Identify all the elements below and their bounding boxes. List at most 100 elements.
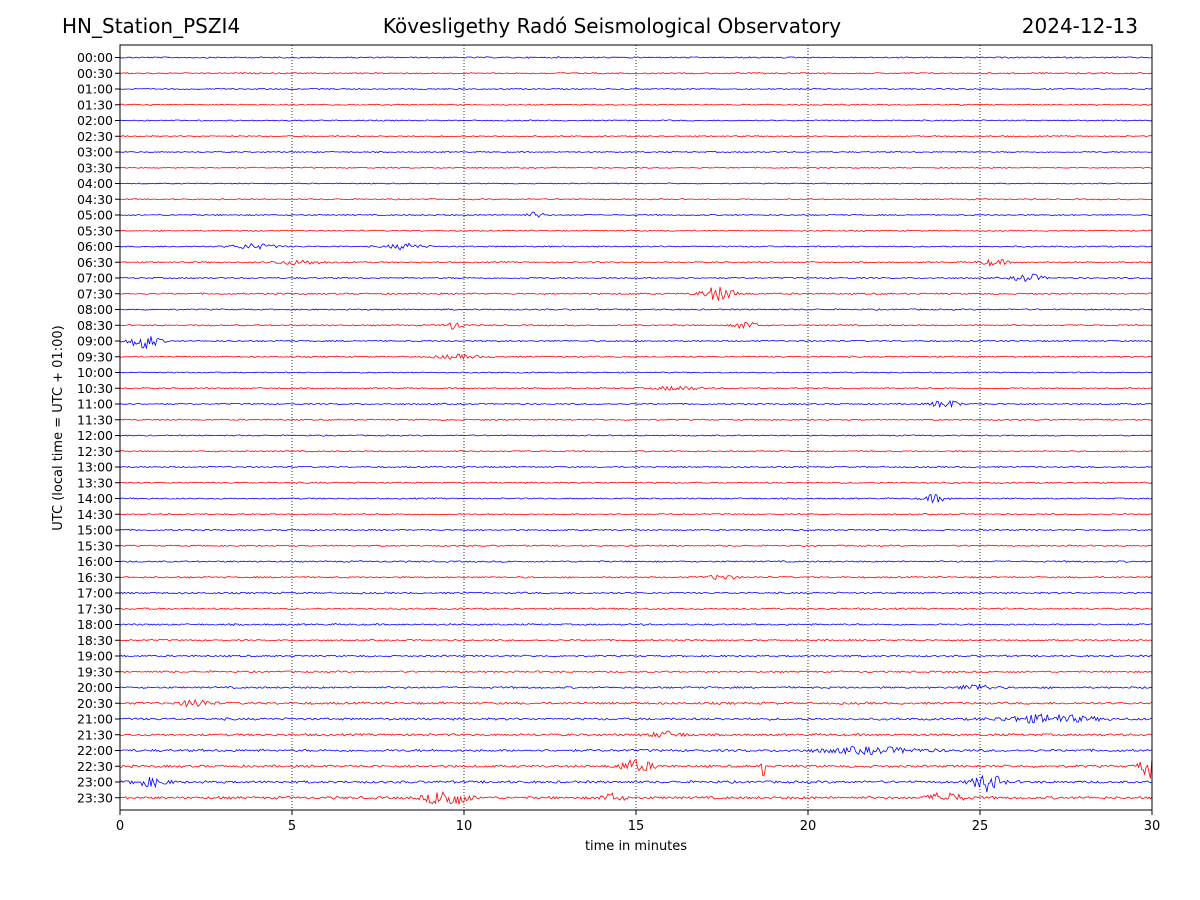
y-tick-label: 18:30: [77, 633, 113, 648]
y-axis-ticks: 00:0000:3001:0001:3002:0002:3003:0003:30…: [77, 50, 120, 805]
chart-date: 2024-12-13: [1021, 14, 1138, 38]
trace-0600: [119, 242, 1153, 251]
station-name: HN_Station_PSZI4: [62, 14, 241, 38]
y-tick-label: 20:00: [77, 680, 113, 695]
trace-0700: [119, 273, 1153, 283]
y-tick-label: 02:30: [77, 129, 113, 144]
trace-0330: [119, 166, 1153, 169]
y-tick-label: 12:30: [77, 444, 113, 459]
y-tick-label: 13:00: [77, 460, 113, 475]
y-tick-label: 14:00: [77, 491, 113, 506]
x-tick-label: 30: [1144, 819, 1161, 834]
trace-1630: [119, 574, 1153, 580]
y-tick-label: 11:00: [77, 397, 113, 412]
y-tick-label: 16:00: [77, 554, 113, 569]
y-axis-label: UTC (local time = UTC + 01:00): [51, 325, 66, 530]
trace-0430: [119, 198, 1153, 201]
chart-title: Kövesligethy Radó Seismological Observat…: [382, 14, 842, 38]
y-tick-label: 18:00: [77, 617, 113, 632]
y-tick-label: 15:30: [77, 538, 113, 553]
x-axis-ticks: 0 5 10 15 20 25 30: [116, 810, 1160, 834]
y-tick-label: 07:30: [77, 286, 113, 301]
y-tick-label: 22:00: [77, 743, 113, 758]
y-tick-label: 15:00: [77, 523, 113, 538]
trace-1100: [119, 399, 1153, 409]
seismic-traces: [119, 56, 1153, 805]
trace-0900: [119, 336, 1152, 349]
trace-0200: [119, 119, 1153, 122]
y-tick-label: 17:00: [77, 586, 113, 601]
y-tick-label: 03:00: [77, 145, 113, 160]
trace-0730: [119, 286, 1153, 301]
x-axis-label: time in minutes: [585, 839, 687, 854]
y-tick-label: 19:30: [77, 664, 113, 679]
trace-0300: [119, 150, 1153, 154]
y-tick-label: 08:30: [77, 318, 113, 333]
trace-1130: [119, 418, 1153, 421]
trace-1730: [119, 607, 1153, 611]
trace-1530: [120, 544, 1153, 547]
trace-2330: [119, 791, 1153, 805]
trace-1830: [119, 638, 1153, 642]
trace-1900: [119, 654, 1153, 658]
x-tick-label: 0: [116, 819, 124, 834]
y-tick-label: 16:30: [77, 570, 113, 585]
y-tick-label: 12:00: [77, 428, 113, 443]
y-tick-label: 00:00: [77, 50, 113, 65]
y-tick-label: 01:30: [77, 97, 113, 112]
trace-2200: [119, 745, 1153, 756]
x-tick-label: 25: [972, 819, 989, 834]
y-tick-label: 11:30: [77, 412, 113, 427]
y-tick-label: 20:30: [77, 696, 113, 711]
trace-2300: [119, 774, 1153, 793]
trace-0800: [119, 308, 1153, 311]
y-tick-label: 02:00: [77, 113, 113, 128]
trace-2030: [119, 698, 1153, 708]
y-tick-label: 10:00: [77, 365, 113, 380]
trace-1300: [119, 465, 1153, 469]
y-tick-label: 17:30: [77, 601, 113, 616]
trace-1500: [120, 528, 1153, 532]
y-tick-label: 22:30: [77, 759, 113, 774]
y-tick-label: 10:30: [77, 381, 113, 396]
trace-1930: [119, 670, 1153, 674]
y-tick-label: 21:30: [77, 727, 113, 742]
trace-1000: [119, 371, 1153, 374]
y-tick-label: 05:30: [77, 223, 113, 238]
trace-1430: [119, 513, 1153, 516]
trace-1330: [119, 481, 1153, 485]
y-tick-label: 05:00: [77, 208, 113, 223]
trace-2100: [119, 713, 1153, 724]
y-tick-label: 00:30: [77, 66, 113, 81]
x-tick-label: 5: [288, 819, 296, 834]
trace-0130: [119, 103, 1153, 106]
trace-1700: [119, 591, 1153, 595]
x-tick-label: 20: [800, 819, 817, 834]
trace-0400: [119, 182, 1153, 185]
x-tick-label: 15: [628, 819, 645, 834]
trace-0230: [119, 135, 1153, 138]
y-tick-label: 01:00: [77, 82, 113, 97]
x-tick-label: 10: [456, 819, 473, 834]
trace-2000: [119, 683, 1153, 691]
y-tick-label: 14:30: [77, 507, 113, 522]
trace-0100: [119, 87, 1153, 91]
y-tick-label: 19:00: [77, 649, 113, 664]
trace-0830: [119, 321, 1153, 330]
trace-0000: [119, 56, 1153, 59]
y-tick-label: 09:30: [77, 349, 113, 364]
trace-1800: [119, 623, 1153, 627]
trace-1200: [119, 434, 1153, 437]
trace-1400: [119, 493, 1153, 504]
trace-1600: [119, 560, 1153, 563]
trace-1230: [119, 449, 1153, 453]
y-tick-label: 04:00: [77, 176, 113, 191]
y-tick-label: 04:30: [77, 192, 113, 207]
y-tick-label: 23:30: [77, 790, 113, 805]
y-tick-label: 13:30: [77, 475, 113, 490]
y-tick-label: 06:00: [77, 239, 113, 254]
gridlines: [291, 45, 981, 810]
trace-1030: [119, 385, 1152, 391]
y-tick-label: 07:00: [77, 271, 113, 286]
